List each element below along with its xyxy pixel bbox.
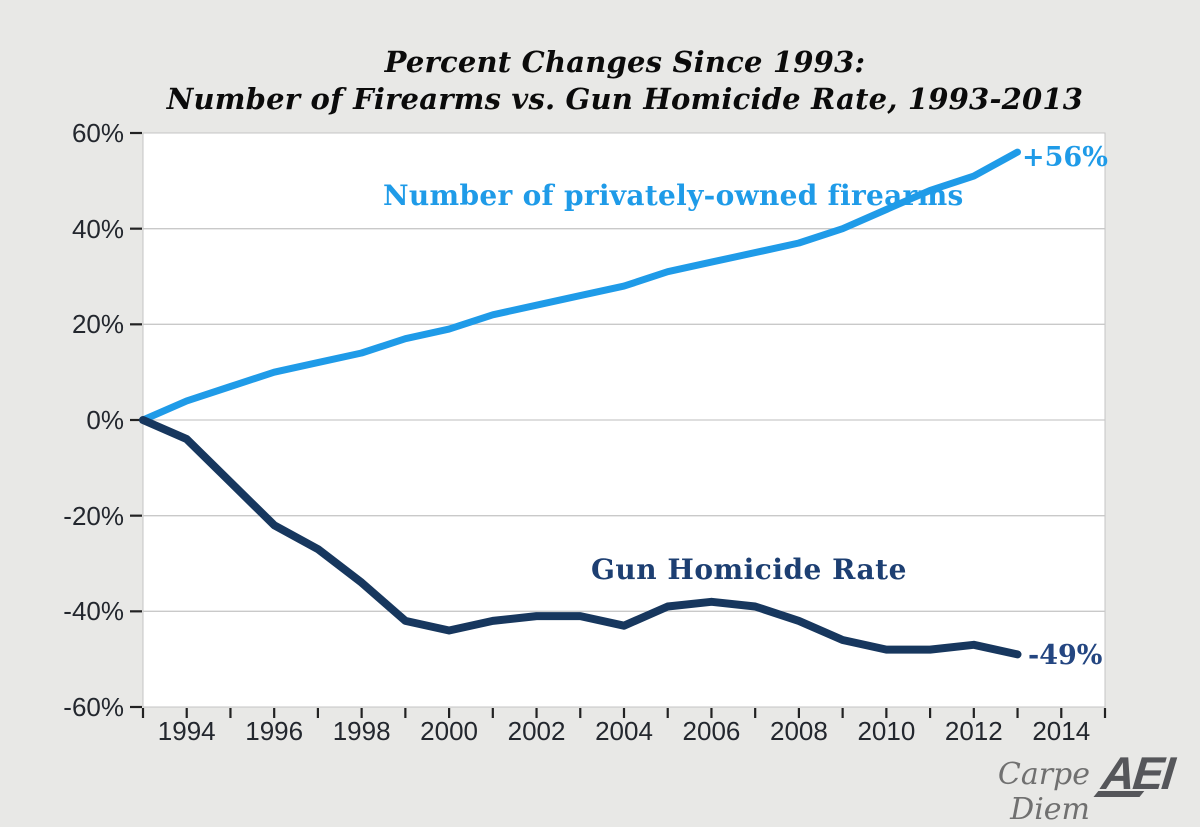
x-tick-label: 1994 — [157, 716, 216, 746]
x-tick-label: 2010 — [857, 716, 916, 746]
y-tick-label: -20% — [63, 500, 124, 531]
x-tick-label: 2002 — [507, 716, 566, 746]
chart-title-line1: Percent Changes Since 1993: — [384, 45, 866, 79]
end-value-firearms: +56% — [1022, 142, 1108, 173]
y-tick-label: 0% — [86, 405, 124, 435]
chart-title-line2: Number of Firearms vs. Gun Homicide Rate… — [166, 82, 1084, 116]
chart-title: Percent Changes Since 1993: Number of Fi… — [50, 44, 1200, 118]
y-tick-label: -60% — [63, 692, 124, 722]
series-line-homicide — [139, 416, 1022, 659]
series-label-firearms: Number of privately-owned firearms — [383, 179, 964, 212]
end-value-homicide: -49% — [1028, 640, 1103, 671]
credit-text: Carpe Diem — [997, 757, 1090, 827]
y-tick-label: 40% — [71, 213, 124, 244]
chart-figure: Percent Changes Since 1993: Number of Fi… — [50, 44, 1200, 827]
x-tick-label: 1996 — [245, 716, 304, 746]
chart-canvas — [130, 131, 1107, 718]
x-tick-label: 2008 — [769, 716, 828, 746]
x-tick-label: 2012 — [944, 716, 1003, 746]
y-tick-label: 60% — [71, 118, 124, 148]
series-line-firearms — [139, 148, 1021, 424]
y-tick-label: -40% — [63, 596, 124, 627]
series-label-homicide: Gun Homicide Rate — [591, 553, 907, 586]
x-tick-label: 2000 — [420, 716, 478, 746]
x-tick-label: 2006 — [682, 716, 741, 746]
x-tick-label: 2014 — [1032, 716, 1091, 746]
aei-logo: AEI — [1093, 747, 1199, 800]
x-tick-label: 2004 — [595, 716, 653, 746]
y-tick-label: 20% — [71, 309, 124, 340]
x-tick-label: 1998 — [332, 716, 391, 746]
aei-logo-swoosh-icon — [1093, 791, 1145, 797]
